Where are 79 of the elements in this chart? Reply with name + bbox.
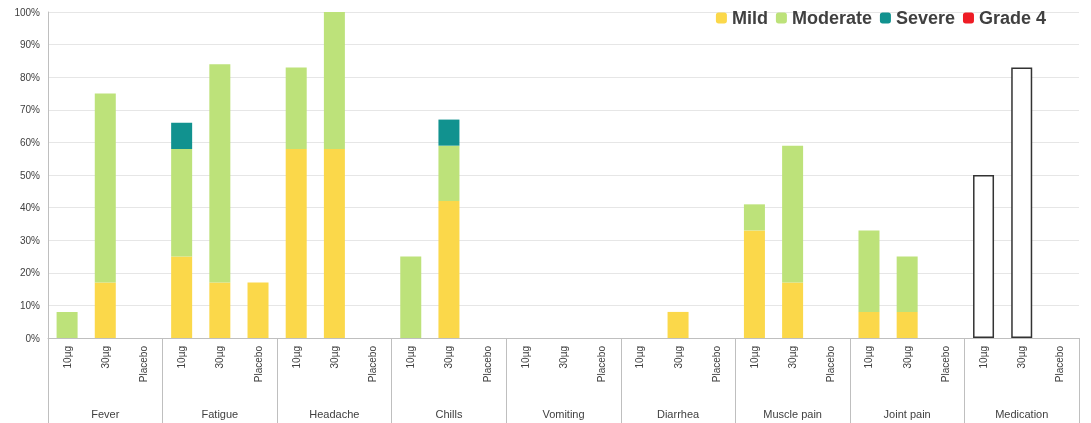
x-tick-label: 30µg	[672, 346, 684, 369]
y-tick-label: 40%	[19, 202, 41, 214]
y-tick-label: 50%	[19, 169, 41, 181]
text: Fever	[91, 407, 120, 420]
x-tick-label: 10µg	[978, 346, 990, 369]
x-tick-label: 30µg	[214, 346, 226, 369]
x-tick-label: 30µg	[558, 346, 569, 369]
y-tick-label: 70%	[19, 104, 41, 116]
text: Joint pain	[883, 407, 931, 420]
text: Muscle pain	[763, 407, 822, 420]
x-tick-label: 10µg	[176, 346, 188, 369]
y-tick-label: 80%	[19, 71, 41, 83]
bar	[896, 256, 918, 312]
bar	[438, 145, 460, 202]
x-tick-label: 10µg	[519, 346, 531, 369]
x-tick-label: 10µg	[405, 346, 417, 369]
bar	[438, 119, 460, 146]
x-tick-label: 30µg	[443, 346, 455, 369]
bar	[438, 201, 460, 338]
y-tick-label: 30%	[19, 234, 41, 246]
bar	[171, 148, 193, 257]
text: Medication	[995, 407, 1049, 420]
x-tick-label: 30µg	[787, 346, 799, 369]
x-tick-label: Placebo	[710, 345, 722, 383]
x-tick-label: 10µg	[634, 346, 646, 369]
x-tick-label: 10µg	[863, 346, 875, 369]
x-tick-label: 30µg	[328, 346, 340, 369]
x-tick-label: Placebo	[367, 345, 379, 383]
y-tick-label: 100%	[14, 6, 41, 18]
text: Headache	[309, 407, 360, 420]
text: Diarrhea	[656, 407, 701, 420]
x-tick-label: Placebo	[252, 345, 264, 383]
legend-label: Grade 4	[978, 8, 1047, 28]
x-tick-label: Placebo	[1054, 345, 1066, 383]
y-tick-label: 90%	[19, 39, 41, 51]
bar	[171, 256, 193, 338]
x-tick-label: 30µg	[99, 346, 111, 369]
x-tick-label: 10µg	[61, 346, 73, 369]
y-tick-label: 10%	[19, 299, 41, 311]
bar	[667, 311, 689, 338]
bar	[782, 145, 804, 283]
bar	[743, 204, 765, 231]
text: Vomiting	[542, 407, 585, 420]
x-tick-label: Placebo	[481, 345, 493, 383]
x-tick-label: 30µg	[1016, 346, 1028, 369]
bar	[285, 148, 307, 338]
legend-label: Moderate	[791, 8, 872, 28]
text: Fatigue	[201, 407, 239, 420]
bar	[247, 282, 269, 338]
y-tick-label: 0%	[25, 332, 41, 344]
bar	[1011, 67, 1033, 338]
bar	[323, 12, 345, 149]
bar	[973, 175, 995, 338]
bar	[94, 282, 116, 338]
x-tick-label: 10µg	[290, 346, 302, 369]
bar	[94, 93, 116, 283]
bar	[285, 67, 307, 149]
bar	[56, 311, 78, 338]
x-tick-label: Placebo	[939, 345, 951, 383]
bar	[896, 311, 918, 338]
x-tick-label: 30µg	[901, 346, 913, 369]
text: Chills	[435, 407, 463, 420]
x-tick-label: Placebo	[596, 345, 608, 383]
bar	[858, 311, 880, 338]
bar	[743, 230, 765, 338]
x-tick-label: Placebo	[137, 345, 149, 383]
bar	[209, 282, 231, 338]
legend-label: Mild	[731, 8, 768, 28]
bar	[171, 122, 193, 149]
x-tick-label: 10µg	[748, 346, 760, 369]
bar	[323, 148, 345, 338]
bar	[400, 256, 422, 338]
bar	[782, 282, 804, 338]
legend-label: Severe	[895, 8, 955, 28]
y-tick-label: 20%	[19, 267, 41, 279]
bar	[209, 64, 231, 283]
bar	[858, 230, 880, 312]
y-tick-label: 60%	[19, 136, 41, 148]
x-tick-label: Placebo	[825, 345, 837, 383]
